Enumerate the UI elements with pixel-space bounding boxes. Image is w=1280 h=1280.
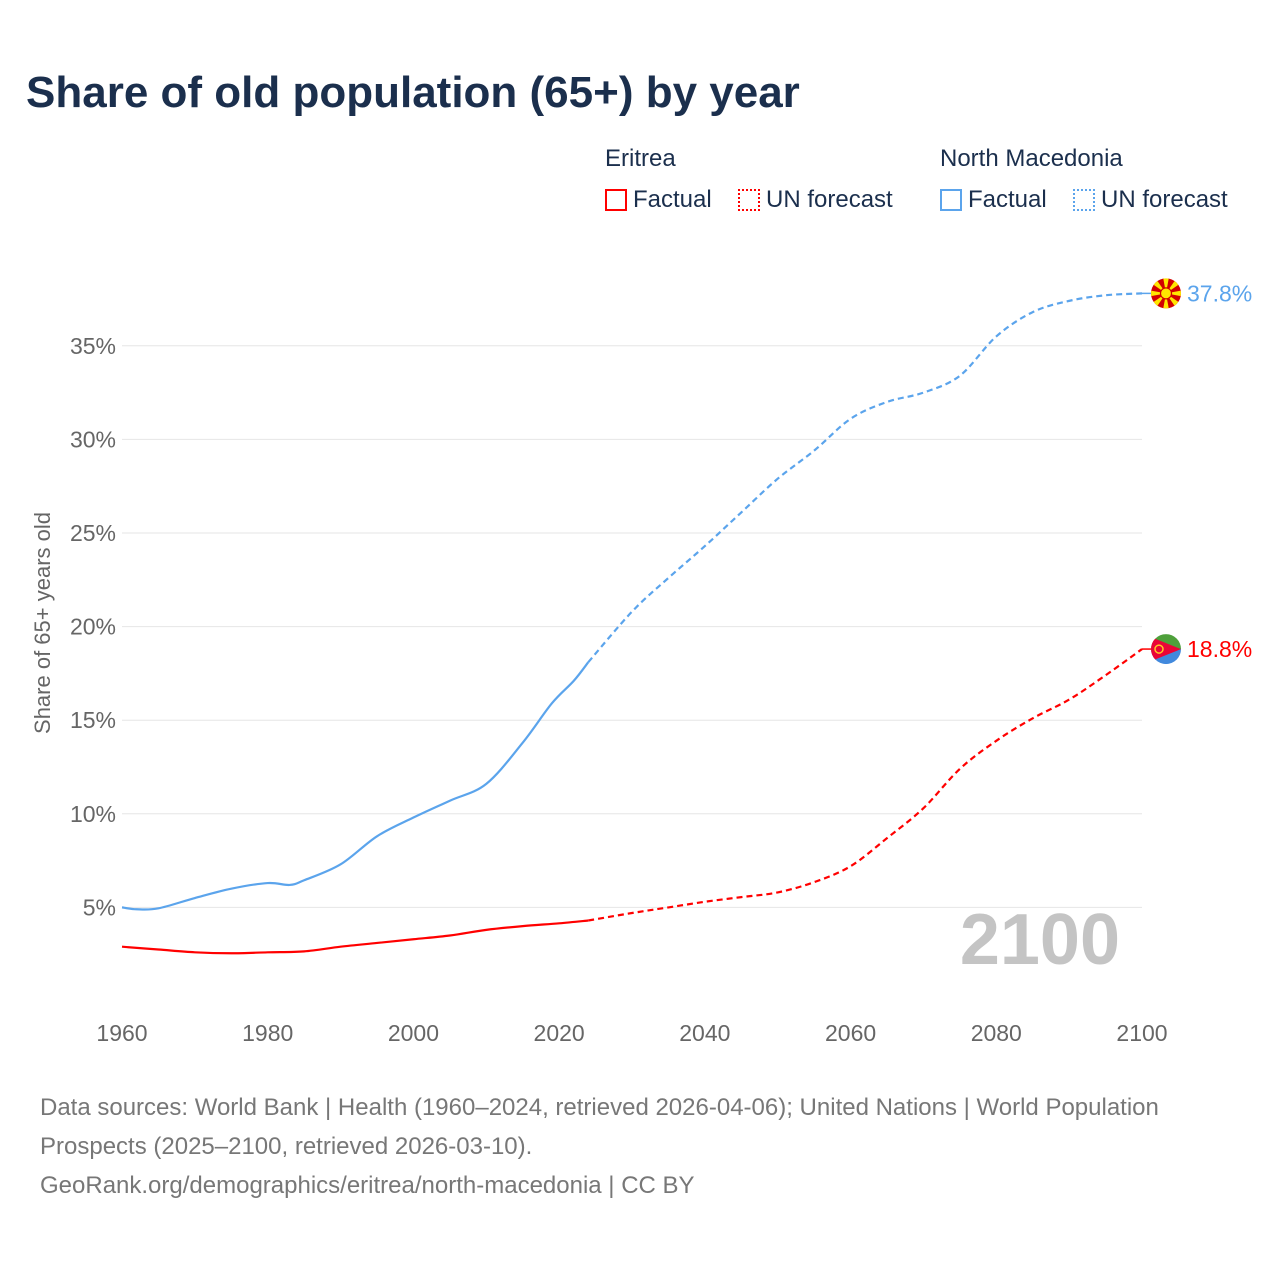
north-macedonia-forecast-line [587, 292, 1143, 663]
flag-part [1159, 287, 1173, 300]
eritrea-factual-line [121, 919, 589, 955]
legend-label: Factual [633, 186, 712, 213]
eritrea-end-value-label: 18.8% [1187, 636, 1252, 662]
legend-eritrea-forecast[interactable]: UN forecast [738, 186, 893, 214]
legend-north-macedonia-forecast[interactable]: UN forecast [1073, 186, 1228, 214]
legend-swatch-solid [940, 189, 962, 211]
legend-country-eritrea: Eritrea [605, 145, 676, 172]
flag-part [1166, 289, 1181, 298]
flag-part [1162, 293, 1170, 309]
x-tick-label: 1960 [96, 1020, 147, 1046]
y-tick-label: 5% [83, 894, 116, 920]
chart-title: Share of old population (65+) by year [26, 68, 800, 117]
north-macedonia-factual-line [121, 661, 590, 911]
footer: Data sources: World Bank | Health (1960–… [40, 1088, 1220, 1205]
eritrea-forecast-line [588, 648, 1143, 922]
x-tick-label: 2040 [679, 1020, 730, 1046]
legend-label: UN forecast [1101, 186, 1228, 213]
y-tick-label: 35% [70, 333, 116, 359]
y-tick-label: 20% [70, 614, 116, 640]
x-tick-label: 2060 [825, 1020, 876, 1046]
north-macedonia-end-value-label: 37.8% [1187, 280, 1252, 306]
x-tick-label: 2100 [1116, 1020, 1167, 1046]
flag-part [1162, 278, 1170, 294]
y-tick-label: 15% [70, 707, 116, 733]
legend-north-macedonia-factual[interactable]: Factual [940, 186, 1047, 214]
legend-label: Factual [968, 186, 1047, 213]
flag-part [1151, 637, 1181, 662]
legend-label: UN forecast [766, 186, 893, 213]
data-sources: Data sources: World Bank | Health (1960–… [40, 1094, 1159, 1160]
source-link[interactable]: GeoRank.org/demographics/eritrea/north-m… [40, 1172, 695, 1199]
y-axis-label: Share of 65+ years old [30, 512, 55, 734]
flag-part [1151, 289, 1166, 298]
legend-eritrea-factual[interactable]: Factual [605, 186, 712, 214]
y-tick-label: 25% [70, 520, 116, 546]
x-tick-label: 2020 [534, 1020, 585, 1046]
legend-country-north-macedonia: North Macedonia [940, 145, 1123, 172]
legend-swatch-dotted [1073, 189, 1095, 211]
legend-swatch-solid [605, 189, 627, 211]
flag-part [1154, 644, 1164, 654]
y-tick-label: 30% [70, 426, 116, 452]
year-watermark: 2100 [960, 900, 1120, 980]
line-chart: 5% 10% 15% 20% 25% 30% 35% 1960 1980 2000 2020 2040… [30, 278, 1252, 1046]
legend-swatch-dotted [738, 189, 760, 211]
x-tick-label: 1980 [242, 1020, 293, 1046]
flag-body [1151, 634, 1181, 665]
eritrea-flag-icon [1151, 634, 1181, 665]
x-tick-label: 2000 [388, 1020, 439, 1046]
y-tick-label: 10% [70, 801, 116, 827]
x-tick-label: 2080 [971, 1020, 1022, 1046]
